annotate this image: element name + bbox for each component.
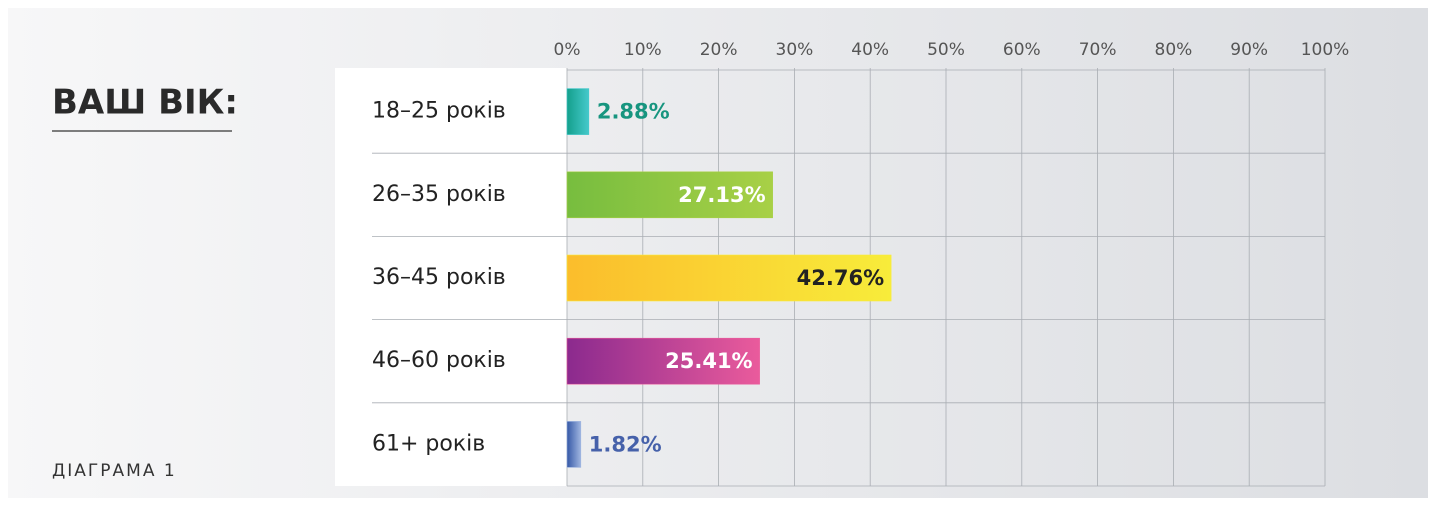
value-label: 25.41%	[665, 349, 752, 373]
x-tick-label: 0%	[554, 40, 581, 60]
value-label: 42.76%	[797, 266, 884, 290]
category-label: 36–45 років	[372, 265, 506, 290]
value-label: 1.82%	[589, 432, 662, 456]
category-label: 26–35 років	[372, 182, 506, 207]
bar	[566, 421, 582, 468]
x-tick-label: 90%	[1230, 40, 1268, 60]
category-label: 61+ років	[372, 431, 485, 456]
category-label: 46–60 років	[372, 348, 506, 373]
chart-title: ВАШ ВІК:	[52, 83, 238, 123]
x-tick-label: 10%	[624, 40, 662, 60]
x-tick-label: 100%	[1301, 40, 1350, 60]
bar	[566, 171, 773, 219]
category-panel	[335, 68, 567, 486]
bar	[566, 88, 590, 135]
x-tick-label: 70%	[1079, 40, 1117, 60]
bar	[566, 337, 760, 385]
value-label: 27.13%	[678, 183, 765, 207]
x-tick-label: 50%	[927, 40, 965, 60]
x-tick-label: 30%	[776, 40, 814, 60]
value-label: 2.88%	[597, 100, 670, 124]
chart-subtitle: ДІАГРАМА 1	[52, 461, 177, 481]
x-tick-label: 80%	[1155, 40, 1193, 60]
x-tick-label: 60%	[1003, 40, 1041, 60]
panel-background	[8, 8, 1428, 498]
x-tick-label: 40%	[851, 40, 889, 60]
bar	[566, 254, 892, 302]
x-tick-label: 20%	[700, 40, 738, 60]
category-label: 18–25 років	[372, 99, 506, 124]
